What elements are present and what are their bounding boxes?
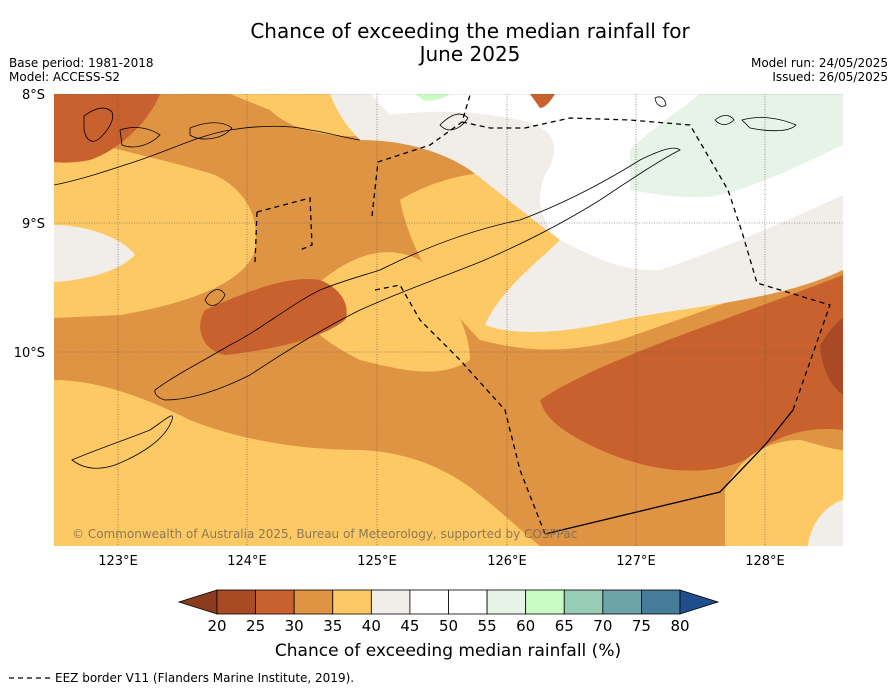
colorbar-swatch bbox=[216, 589, 256, 615]
colorbar-swatch bbox=[486, 589, 527, 615]
colorbar-tick-label: 35 bbox=[323, 617, 342, 635]
map-title: Chance of exceeding the median rainfall … bbox=[0, 20, 896, 66]
base-period: Base period: 1981-2018 bbox=[9, 56, 154, 70]
lon-label-128e: 128°E bbox=[745, 554, 785, 569]
band-60-65 bbox=[415, 94, 450, 101]
band-25-30-north-tip bbox=[530, 94, 555, 108]
run-info: Model run: 24/05/2025 Issued: 26/05/2025 bbox=[751, 56, 888, 84]
colorbar-tick-label: 45 bbox=[400, 617, 419, 635]
colorbar-tick-label: 75 bbox=[632, 617, 651, 635]
band-55-60 bbox=[630, 94, 843, 198]
lat-label-10s: 10°S bbox=[14, 346, 45, 361]
title-line-2: June 2025 bbox=[419, 42, 521, 66]
colorbar-swatch bbox=[332, 589, 372, 615]
colorbar-tick-label: 70 bbox=[593, 617, 612, 635]
colorbar-tick-label: 55 bbox=[478, 617, 497, 635]
colorbar-swatch bbox=[255, 589, 295, 615]
lon-label-123e: 123°E bbox=[98, 554, 138, 569]
eez-border bbox=[254, 94, 831, 535]
colorbar-swatch bbox=[448, 589, 488, 615]
lon-label-126e: 126°E bbox=[487, 554, 527, 569]
colorbar: 20 25 30 35 40 45 50 55 60 65 70 75 80 bbox=[177, 589, 720, 635]
colorbar-under-arrow bbox=[177, 589, 218, 615]
band-40-45-west bbox=[54, 225, 135, 282]
band-40-45-southeast bbox=[808, 500, 843, 546]
colorbar-tick-label: 25 bbox=[246, 617, 265, 635]
lat-label-9s: 9°S bbox=[22, 217, 45, 232]
eez-legend-label: EEZ border V11 (Flanders Marine Institut… bbox=[55, 671, 354, 685]
lon-label-125e: 125°E bbox=[357, 554, 397, 569]
colorbar-tick-label: 60 bbox=[516, 617, 535, 635]
band-25-30-east bbox=[540, 275, 843, 471]
colorbar-swatch bbox=[602, 589, 642, 615]
colorbar-tick-label: 50 bbox=[439, 617, 458, 635]
colorbar-tick-label: 80 bbox=[670, 617, 689, 635]
band-35-40-southeast bbox=[725, 440, 843, 546]
graticule bbox=[54, 94, 843, 546]
colorbar-tick-label: 65 bbox=[555, 617, 574, 635]
colorbar-tick-label: 30 bbox=[285, 617, 304, 635]
latitude-labels: 8°S 9°S 10°S bbox=[14, 88, 45, 361]
lon-label-124e: 124°E bbox=[227, 554, 267, 569]
lon-label-127e: 127°E bbox=[616, 554, 656, 569]
colorbar-tick-label: 20 bbox=[207, 617, 226, 635]
band-35-40-southwest bbox=[54, 380, 540, 546]
colorbar-swatch bbox=[409, 589, 449, 615]
coastlines bbox=[54, 96, 797, 469]
copyright-watermark: © Commonwealth of Australia 2025, Bureau… bbox=[72, 527, 577, 541]
colorbar-swatch bbox=[370, 589, 411, 615]
longitude-labels: 123°E 124°E 125°E 126°E 127°E 128°E bbox=[98, 554, 785, 569]
model-run-date: Model run: 24/05/2025 bbox=[750, 56, 888, 70]
colorbar-swatch bbox=[563, 589, 604, 615]
colorbar-tick-label: 40 bbox=[362, 617, 381, 635]
model-info: Base period: 1981-2018 Model: ACCESS-S2 bbox=[9, 56, 154, 84]
band-25-30-central bbox=[200, 279, 347, 355]
band-20-25-east bbox=[820, 318, 843, 395]
colorbar-swatch bbox=[293, 589, 334, 615]
lat-label-8s: 8°S bbox=[22, 88, 45, 103]
model-name: Model: ACCESS-S2 bbox=[9, 70, 121, 84]
issued-date: Issued: 26/05/2025 bbox=[772, 70, 888, 84]
colorbar-swatch bbox=[525, 589, 565, 615]
colorbar-over-arrow bbox=[679, 589, 720, 615]
colorbar-title: Chance of exceeding median rainfall (%) bbox=[274, 641, 622, 661]
probability-field bbox=[54, 94, 843, 546]
colorbar-swatch bbox=[641, 589, 681, 615]
band-25-30-northwest bbox=[54, 94, 160, 163]
title-line-1: Chance of exceeding the median rainfall … bbox=[250, 19, 690, 43]
